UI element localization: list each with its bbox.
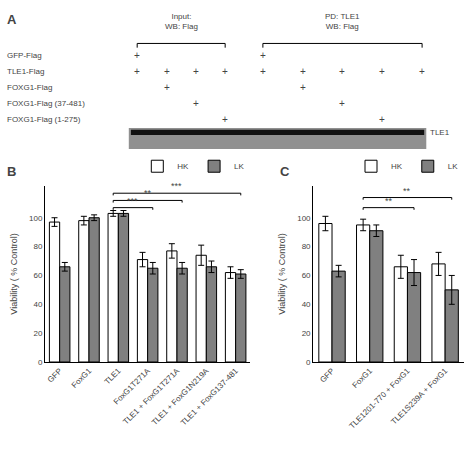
svg-text:+: + [134, 50, 140, 61]
svg-text:100: 100 [29, 214, 43, 223]
svg-text:+: + [339, 66, 345, 77]
svg-text:TLE1 + FoxG137-481: TLE1 + FoxG137-481 [179, 366, 240, 427]
svg-text:80: 80 [33, 242, 42, 251]
svg-text:***: *** [171, 181, 182, 191]
svg-text:FOXG1-Flag: FOXG1-Flag [7, 83, 52, 92]
svg-text:LK: LK [448, 162, 458, 171]
svg-text:***: *** [127, 196, 138, 206]
svg-text:TLE1 + FoxG1N219A: TLE1 + FoxG1N219A [150, 366, 211, 427]
svg-text:100: 100 [297, 214, 311, 223]
svg-text:TLE1S239A + FoxG1: TLE1S239A + FoxG1 [389, 366, 449, 426]
svg-text:+: + [300, 82, 306, 93]
svg-text:+: + [300, 66, 306, 77]
svg-text:+: + [193, 66, 199, 77]
svg-text:+: + [379, 114, 385, 125]
svg-text:FoxG1: FoxG1 [351, 366, 375, 390]
svg-text:GFP: GFP [318, 366, 336, 384]
svg-text:HK: HK [177, 162, 189, 171]
svg-text:+: + [222, 66, 228, 77]
svg-text:+: + [339, 98, 345, 109]
svg-text:Viability ( % Control): Viability ( % Control) [9, 233, 19, 314]
svg-text:+: + [134, 66, 140, 77]
svg-text:FoxG1T271A: FoxG1T271A [112, 366, 152, 406]
svg-text:TLE1: TLE1 [430, 128, 450, 137]
svg-text:GFP: GFP [46, 366, 64, 384]
svg-text:GFP-Flag: GFP-Flag [7, 51, 42, 60]
svg-text:TLE1 + FoxG1T271A: TLE1 + FoxG1T271A [121, 366, 181, 426]
svg-text:0: 0 [306, 358, 311, 367]
svg-text:LK: LK [234, 162, 244, 171]
svg-text:+: + [164, 82, 170, 93]
svg-text:80: 80 [302, 242, 311, 251]
svg-text:TLE1201-770 + FoxG1: TLE1201-770 + FoxG1 [348, 366, 412, 430]
svg-text:TLE1: TLE1 [103, 366, 123, 386]
svg-text:+: + [164, 66, 170, 77]
svg-text:40: 40 [33, 300, 42, 309]
svg-text:20: 20 [302, 329, 311, 338]
svg-text:+: + [419, 66, 425, 77]
svg-text:**: ** [144, 188, 152, 198]
svg-text:+: + [260, 50, 266, 61]
svg-text:60: 60 [302, 271, 311, 280]
svg-text:**: ** [385, 196, 393, 206]
svg-text:FOXG1-Flag (37-481): FOXG1-Flag (37-481) [7, 99, 85, 108]
svg-text:FOXG1-Flag (1-275): FOXG1-Flag (1-275) [7, 115, 81, 124]
svg-text:A: A [7, 12, 17, 27]
svg-text:+: + [193, 98, 199, 109]
svg-text:0: 0 [38, 358, 43, 367]
svg-text:TLE1-Flag: TLE1-Flag [7, 67, 44, 76]
svg-text:B: B [7, 164, 16, 179]
svg-text:+: + [379, 66, 385, 77]
svg-text:PD: TLE1WB: Flag: PD: TLE1WB: Flag [325, 12, 360, 31]
svg-text:+: + [222, 114, 228, 125]
svg-text:60: 60 [33, 271, 42, 280]
svg-text:FoxG1: FoxG1 [70, 366, 94, 390]
svg-text:Input:WB: Flag: Input:WB: Flag [165, 12, 198, 31]
svg-text:+: + [260, 66, 266, 77]
svg-text:40: 40 [302, 300, 311, 309]
svg-text:20: 20 [33, 329, 42, 338]
svg-text:**: ** [403, 186, 411, 196]
svg-text:HK: HK [391, 162, 403, 171]
svg-text:Viability ( % Control): Viability ( % Control) [277, 233, 287, 314]
svg-text:C: C [280, 164, 290, 179]
